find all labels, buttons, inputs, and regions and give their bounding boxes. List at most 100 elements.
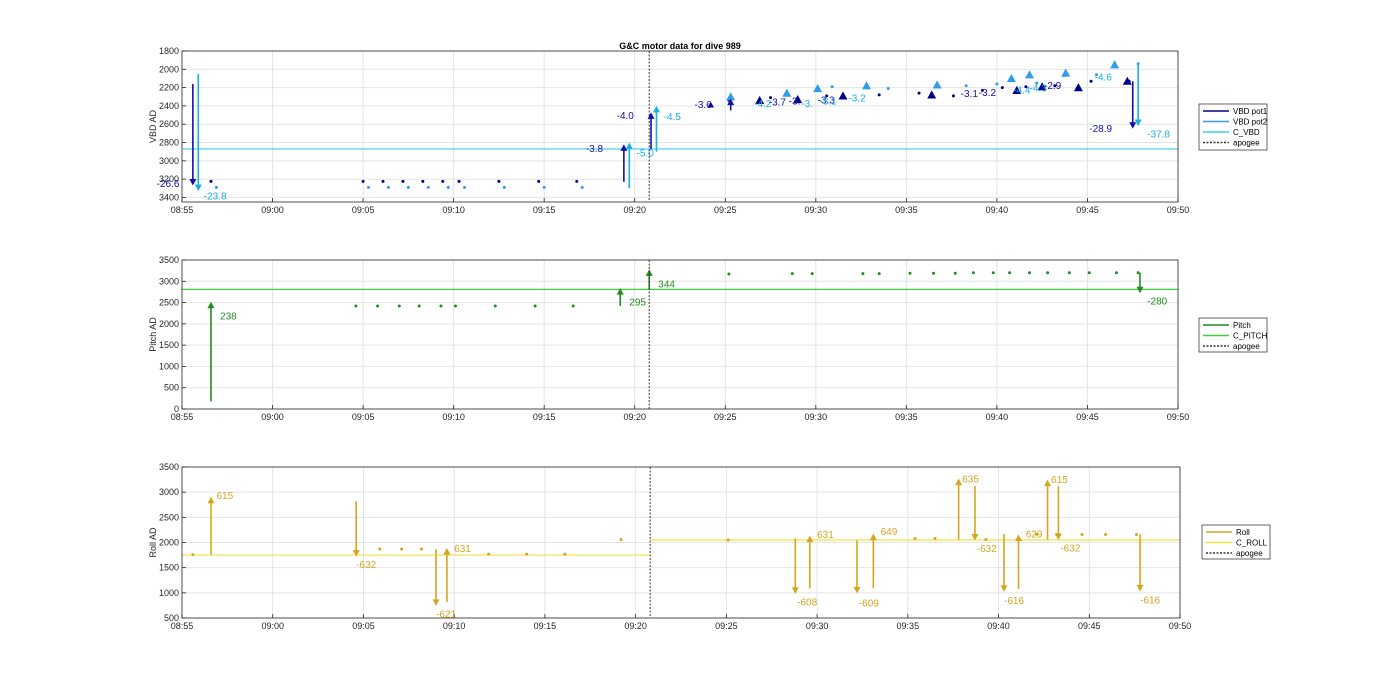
vbd-annotation-label: -3.2 xyxy=(979,88,997,99)
vbd-triangle-marker xyxy=(1061,68,1071,77)
pitch-y-tick-label: 2000 xyxy=(159,319,179,329)
pitch-data-point xyxy=(953,271,957,275)
vbd-data-point xyxy=(1053,84,1057,88)
roll-data-point xyxy=(1134,532,1138,536)
pitch-data-point xyxy=(1087,271,1091,275)
roll-arrow-head xyxy=(791,587,799,594)
pitch-data-point xyxy=(908,271,912,275)
vbd-data-point xyxy=(441,179,445,183)
vbd-arrow-label: -5.0 xyxy=(637,149,655,160)
vbd-data-point xyxy=(917,91,921,95)
roll-arrow-label: 615 xyxy=(216,491,233,502)
vbd-annotation-label: -3.2 xyxy=(848,94,866,105)
pitch-legend-label: apogee xyxy=(1233,342,1260,351)
roll-axes-box xyxy=(181,466,1181,619)
roll-arrow-label: 631 xyxy=(454,544,471,555)
pitch-arrow-head xyxy=(207,301,215,309)
pitch-arrow-head xyxy=(616,288,624,295)
vbd-data-point xyxy=(214,185,218,189)
vbd-legend-label: C_VBD xyxy=(1233,128,1260,137)
vbd-y-tick-label: 2600 xyxy=(159,119,179,129)
vbd-panel: 08:55 09:00 09:05 09:10 09:15 09:20 09:25 09:30… xyxy=(148,46,1268,215)
roll-arrow-label: 615 xyxy=(1051,475,1068,486)
vbd-arrow-label: -26.6 xyxy=(157,179,180,190)
vbd-legend-label: VBD pot1 xyxy=(1233,107,1268,116)
vbd-arrow-label: -3.8 xyxy=(586,144,604,155)
figure-title: G&C motor data for dive 989 xyxy=(619,41,741,51)
pitch-arrow-label: 238 xyxy=(220,311,237,322)
roll-y-tick-label: 3000 xyxy=(159,487,179,497)
vbd-x-tick-label: 09:15 xyxy=(533,205,556,215)
roll-y-tick-label: 1500 xyxy=(159,563,179,573)
pitch-data-point xyxy=(861,272,865,276)
vbd-data-point xyxy=(361,179,365,183)
vbd-data-point xyxy=(457,179,461,183)
pitch-data-point xyxy=(493,304,497,308)
vbd-triangle-marker xyxy=(1006,73,1016,83)
pitch-data-point xyxy=(1046,271,1050,275)
pitch-data-point xyxy=(397,304,401,308)
roll-legend-label: apogee xyxy=(1236,549,1263,558)
vbd-data-point xyxy=(497,179,501,183)
vbd-data-point xyxy=(446,185,450,189)
vbd-data-point xyxy=(575,179,579,183)
vbd-triangle-marker xyxy=(1025,70,1035,79)
vbd-data-point xyxy=(542,185,546,189)
vbd-data-point xyxy=(1095,73,1099,77)
roll-x-tick-label: 09:20 xyxy=(624,621,647,631)
roll-y-tick-label: 2000 xyxy=(159,538,179,548)
vbd-x-tick-label: 09:45 xyxy=(1076,205,1099,215)
vbd-arrow-head xyxy=(194,184,202,192)
roll-y-tick-label: 500 xyxy=(164,613,179,623)
roll-x-tick-label: 09:40 xyxy=(987,621,1010,631)
vbd-annotation-label: -4.3 xyxy=(1030,84,1048,95)
roll-data-point xyxy=(913,536,917,540)
vbd-annotation-label: -3.1 xyxy=(819,96,837,107)
vbd-annotation-label: -3.7 xyxy=(769,97,787,108)
vbd-x-tick-label: 09:00 xyxy=(261,205,284,215)
vbd-axes-box xyxy=(181,50,1179,203)
roll-x-tick-label: 09:30 xyxy=(806,621,829,631)
pitch-y-tick-label: 0 xyxy=(174,404,179,414)
roll-y-tick-label: 2500 xyxy=(159,512,179,522)
vbd-data-point xyxy=(886,87,890,91)
pitch-data-point xyxy=(354,304,358,308)
roll-x-tick-label: 09:15 xyxy=(534,621,557,631)
vbd-data-point xyxy=(951,94,955,98)
vbd-data-point xyxy=(980,88,984,92)
pitch-x-tick-label: 09:50 xyxy=(1167,412,1190,422)
roll-legend-label: Roll xyxy=(1236,528,1250,537)
vbd-data-point xyxy=(1000,86,1004,90)
vbd-x-tick-label: 08:55 xyxy=(171,205,194,215)
vbd-arrow-label: -28.9 xyxy=(1089,124,1112,135)
vbd-arrow-head xyxy=(652,105,660,113)
roll-legend-label: C_ROLL xyxy=(1236,539,1268,548)
roll-arrow-label: -608 xyxy=(797,597,817,608)
pitch-data-point xyxy=(991,271,995,275)
pitch-arrow-label: 295 xyxy=(629,298,646,309)
pitch-data-point xyxy=(971,271,975,275)
pitch-y-tick-label: 1500 xyxy=(159,340,179,350)
vbd-data-point xyxy=(995,82,999,86)
pitch-data-point xyxy=(932,271,936,275)
roll-arrow-label: -616 xyxy=(1140,595,1160,606)
pitch-arrow-head xyxy=(1136,286,1144,294)
pitch-y-tick-label: 3000 xyxy=(159,276,179,286)
vbd-y-tick-label: 3200 xyxy=(159,174,179,184)
vbd-x-tick-label: 09:25 xyxy=(714,205,737,215)
pitch-data-point xyxy=(1008,271,1012,275)
roll-arrow-head xyxy=(853,586,861,594)
vbd-x-tick-label: 09:35 xyxy=(895,205,918,215)
roll-x-tick-label: 09:35 xyxy=(897,621,920,631)
vbd-triangle-marker xyxy=(782,88,792,97)
roll-x-tick-label: 09:05 xyxy=(352,621,375,631)
vbd-y-tick-label: 2000 xyxy=(159,64,179,74)
pitch-data-point xyxy=(810,272,814,276)
roll-arrow-head xyxy=(352,550,360,557)
roll-data-point xyxy=(487,552,491,556)
pitch-x-tick-label: 09:05 xyxy=(352,412,375,422)
vbd-arrow-label: -37.8 xyxy=(1147,129,1170,140)
